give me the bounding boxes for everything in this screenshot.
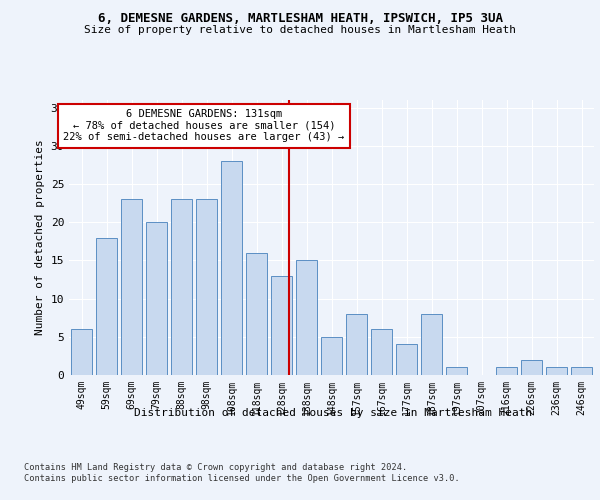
Bar [221, 161, 242, 375]
Bar [346, 314, 367, 375]
Bar [521, 360, 542, 375]
Bar [146, 222, 167, 375]
Bar [546, 368, 567, 375]
Bar [496, 368, 517, 375]
Bar [571, 368, 592, 375]
Bar [296, 260, 317, 375]
Text: Contains public sector information licensed under the Open Government Licence v3: Contains public sector information licen… [24, 474, 460, 483]
Bar [196, 200, 217, 375]
Text: Distribution of detached houses by size in Martlesham Heath: Distribution of detached houses by size … [134, 408, 532, 418]
Bar [446, 368, 467, 375]
Bar [71, 329, 92, 375]
Bar [421, 314, 442, 375]
Text: Contains HM Land Registry data © Crown copyright and database right 2024.: Contains HM Land Registry data © Crown c… [24, 462, 407, 471]
Bar [96, 238, 117, 375]
Y-axis label: Number of detached properties: Number of detached properties [35, 140, 45, 336]
Bar [171, 200, 192, 375]
Text: Size of property relative to detached houses in Martlesham Heath: Size of property relative to detached ho… [84, 25, 516, 35]
Bar [321, 337, 342, 375]
Text: 6 DEMESNE GARDENS: 131sqm
← 78% of detached houses are smaller (154)
22% of semi: 6 DEMESNE GARDENS: 131sqm ← 78% of detac… [64, 109, 344, 142]
Bar [121, 200, 142, 375]
Bar [246, 253, 267, 375]
Text: 6, DEMESNE GARDENS, MARTLESHAM HEATH, IPSWICH, IP5 3UA: 6, DEMESNE GARDENS, MARTLESHAM HEATH, IP… [97, 12, 503, 26]
Bar [396, 344, 417, 375]
Bar [271, 276, 292, 375]
Bar [371, 329, 392, 375]
